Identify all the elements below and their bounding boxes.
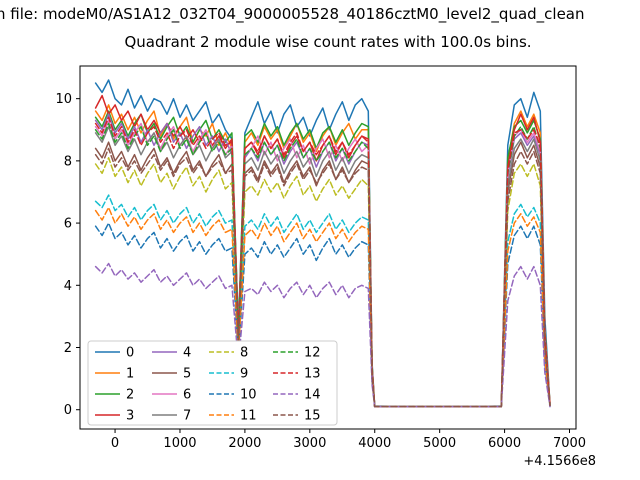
series-line-12: [94, 122, 551, 408]
y-tick-label: 0: [64, 403, 72, 418]
x-tick-label: 3000: [293, 436, 326, 451]
x-tick-label: 1000: [163, 436, 196, 451]
legend-label-4: 4: [183, 346, 191, 361]
y-tick-label: 6: [64, 217, 72, 232]
y-tick-label: 10: [55, 92, 72, 107]
legend-label-1: 1: [126, 367, 134, 382]
legend-label-11: 11: [240, 409, 257, 424]
legend-label-10: 10: [240, 388, 257, 403]
legend-label-3: 3: [126, 409, 134, 424]
legend-label-6: 6: [183, 388, 191, 403]
x-tick-label: 5000: [423, 436, 456, 451]
y-tick-label: 2: [64, 341, 72, 356]
legend-label-9: 9: [240, 367, 248, 382]
x-axis-offset-label: +4.1566e8: [523, 454, 596, 469]
legend-label-7: 7: [183, 409, 191, 424]
legend-label-15: 15: [304, 409, 321, 424]
series-line-15: [94, 147, 551, 408]
y-tick-label: 8: [64, 154, 72, 169]
legend-label-14: 14: [304, 388, 321, 403]
axes-title: Quadrant 2 module wise count rates with …: [124, 33, 532, 51]
figure-title: n file: modeM0/AS1A12_032T04_9000005528_…: [0, 5, 585, 23]
y-tick-label: 4: [64, 279, 72, 294]
legend-label-5: 5: [183, 367, 191, 382]
x-tick-label: 4000: [358, 436, 391, 451]
x-tick-label: 2000: [228, 436, 261, 451]
series-line-13: [94, 116, 551, 408]
x-tick-label: 0: [111, 436, 119, 451]
legend-label-13: 13: [304, 367, 321, 382]
legend-label-8: 8: [240, 346, 248, 361]
legend-label-0: 0: [126, 346, 134, 361]
x-tick-label: 7000: [553, 436, 586, 451]
legend-box: [87, 340, 338, 426]
legend-label-2: 2: [126, 388, 134, 403]
series-line-14: [94, 262, 551, 408]
legend-label-12: 12: [304, 346, 321, 361]
x-tick-label: 6000: [488, 436, 521, 451]
